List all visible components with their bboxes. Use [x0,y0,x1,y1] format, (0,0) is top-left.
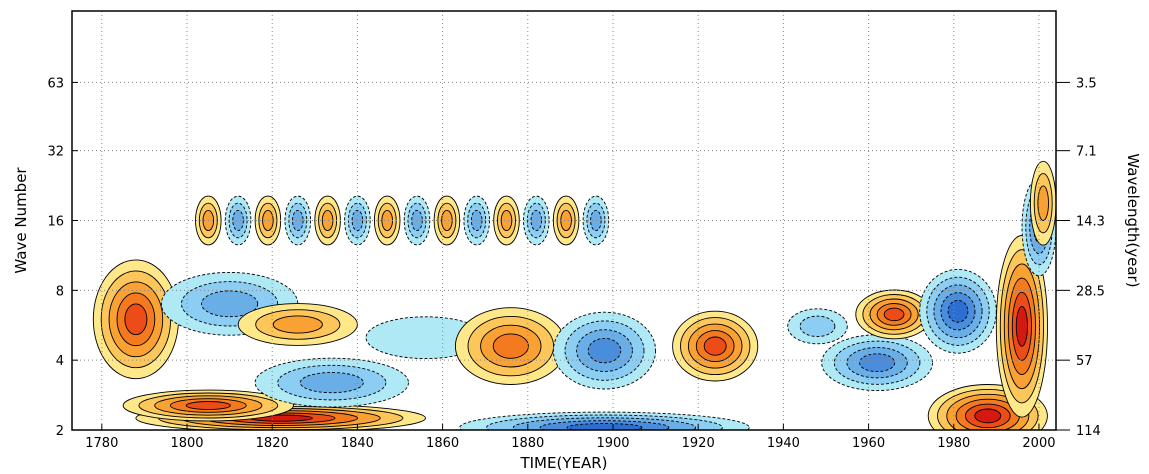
positive-contour [1015,305,1028,347]
negative-contour [947,299,969,323]
positive-contour [441,209,453,232]
positive-contour [262,209,274,232]
x-tick-label: 1780 [85,436,118,451]
y2-axis-label: Wavelength(year) [1124,153,1142,287]
y-tick-label: 32 [47,145,64,160]
x-tick-label: 1800 [170,436,203,451]
negative-contour [232,209,244,232]
x-tick-label: 1980 [937,436,970,451]
positive-contour [560,209,572,232]
positive-contour [974,408,1002,424]
negative-contour [566,423,643,430]
x-tick-label: 1880 [511,436,544,451]
y-tick-label: 4 [56,354,64,369]
positive-contour [272,315,323,334]
contour-field [92,160,1056,430]
y-tick-label: 2 [56,424,64,439]
y-tick-label: 8 [56,284,64,299]
negative-contour [590,209,602,232]
positive-contour [703,336,727,356]
y2-tick-label: 57 [1076,354,1093,369]
negative-contour [299,372,364,394]
negative-contour [411,209,423,232]
y2-tick-label: 114 [1076,424,1101,439]
y-tick-label: 16 [47,215,64,230]
positive-contour [381,209,393,232]
x-axis-label: TIME(YEAR) [519,454,607,472]
x-tick-label: 1860 [426,436,459,451]
x-tick-label: 1840 [341,436,374,451]
negative-contour [201,290,259,318]
x-tick-label: 2000 [1022,436,1055,451]
positive-contour [492,333,529,359]
y2-tick-label: 7.1 [1076,145,1097,160]
axis-ticks: 1780 1800 1820 1840 1860 1880 1900 1920 1940 1960… [47,76,1105,451]
y2-tick-label: 3.5 [1076,76,1097,91]
negative-contour [292,209,304,232]
negative-contour [859,353,896,373]
x-tick-label: 1820 [256,436,289,451]
x-tick-label: 1940 [767,436,800,451]
negative-contour [799,315,836,337]
negative-contour [351,209,364,232]
positive-contour [124,303,148,336]
y2-tick-label: 28.5 [1076,284,1105,299]
x-tick-label: 1920 [682,436,715,451]
negative-contour [587,337,622,364]
x-tick-label: 1960 [852,436,885,451]
x-tick-label: 1900 [596,436,629,451]
positive-contour [185,401,231,410]
y-tick-label: 63 [47,76,64,91]
positive-contour [1037,185,1049,221]
positive-contour [500,209,513,232]
y-axis-label: Wave Number [12,167,30,274]
positive-contour [883,307,905,322]
y2-tick-label: 14.3 [1076,215,1105,230]
positive-contour [321,209,334,232]
